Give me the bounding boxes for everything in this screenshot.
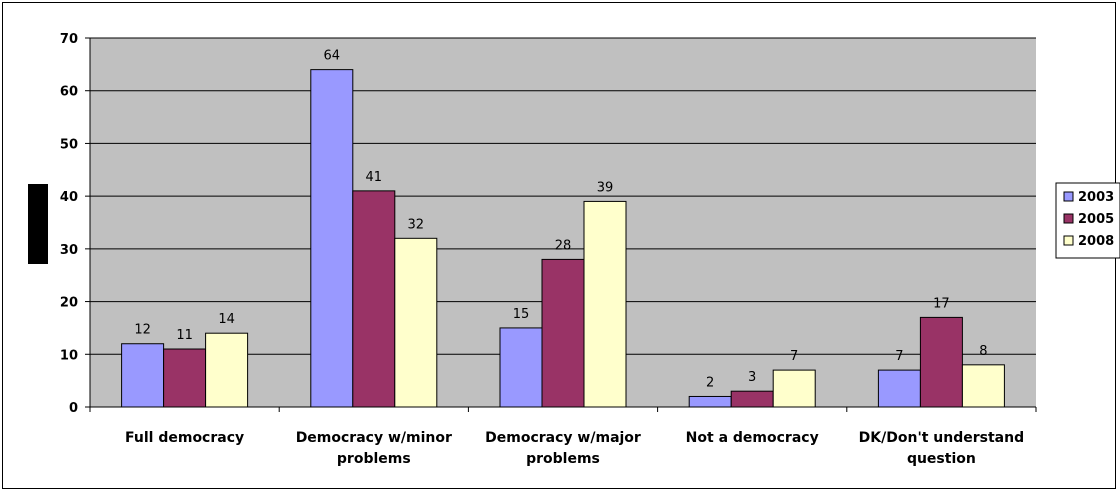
data-label: 7 — [895, 349, 903, 364]
y-tick-label: 70 — [60, 32, 78, 47]
legend-label-2005: 2005 — [1078, 212, 1114, 227]
bar-2008 — [205, 332, 249, 408]
bar-2005 — [730, 390, 774, 408]
y-axis-label-redacted — [28, 184, 48, 264]
bar-2008 — [583, 200, 627, 408]
x-category-label: Full democracy — [125, 430, 244, 446]
y-tick-label: 30 — [60, 243, 78, 258]
bar-2003 — [310, 69, 354, 408]
data-label: 28 — [555, 238, 572, 253]
y-tick-label: 60 — [60, 85, 78, 100]
bar-2008 — [394, 237, 438, 408]
x-category-label: problems — [337, 451, 411, 467]
legend-label-2003: 2003 — [1078, 190, 1114, 205]
data-label: 14 — [218, 312, 235, 327]
bar-2008 — [772, 369, 816, 408]
data-label: 7 — [790, 349, 798, 364]
gridlines — [90, 37, 1036, 355]
bar-2003 — [499, 327, 543, 408]
x-category-label: question — [907, 451, 976, 467]
y-tick-label: 50 — [60, 137, 78, 152]
bar-2003 — [688, 395, 732, 408]
legend-swatch-2005 — [1063, 213, 1074, 224]
data-label: 15 — [513, 307, 530, 322]
bar-2005 — [919, 316, 963, 408]
x-category-label: Democracy w/minor — [296, 430, 452, 446]
data-label: 39 — [597, 180, 614, 195]
x-category-label: Democracy w/major — [485, 430, 641, 446]
data-label: 41 — [366, 170, 383, 185]
bar-2005 — [163, 348, 207, 408]
data-label: 11 — [176, 328, 193, 343]
data-label: 64 — [324, 49, 341, 64]
y-tick-label: 40 — [60, 190, 78, 205]
data-label: 12 — [134, 323, 151, 338]
x-category-label: problems — [526, 451, 600, 467]
y-tick-label: 20 — [60, 296, 78, 311]
data-label: 32 — [408, 217, 425, 232]
y-tick-label: 10 — [60, 348, 78, 363]
data-label: 3 — [748, 370, 756, 385]
bar-2005 — [541, 258, 585, 408]
legend-label-2008: 2008 — [1078, 234, 1114, 249]
data-label: 2 — [706, 375, 714, 390]
data-label: 17 — [933, 296, 950, 311]
x-category-label: Not a democracy — [686, 430, 819, 446]
bar-2008 — [961, 364, 1005, 408]
axes: 0 10 20 30 40 50 60 70 Full democracy Democracy w… — [60, 32, 1037, 467]
bar-2003 — [121, 343, 165, 408]
x-category-label: DK/Don't understand — [859, 430, 1024, 446]
legend: 2003 2005 2008 — [1055, 182, 1120, 259]
legend-swatch-2003 — [1063, 191, 1074, 202]
bar-2005 — [352, 190, 396, 408]
data-label: 8 — [979, 344, 987, 359]
legend-swatch-2008 — [1063, 235, 1074, 246]
y-tick-label: 0 — [69, 401, 78, 416]
bar-2003 — [877, 369, 921, 408]
